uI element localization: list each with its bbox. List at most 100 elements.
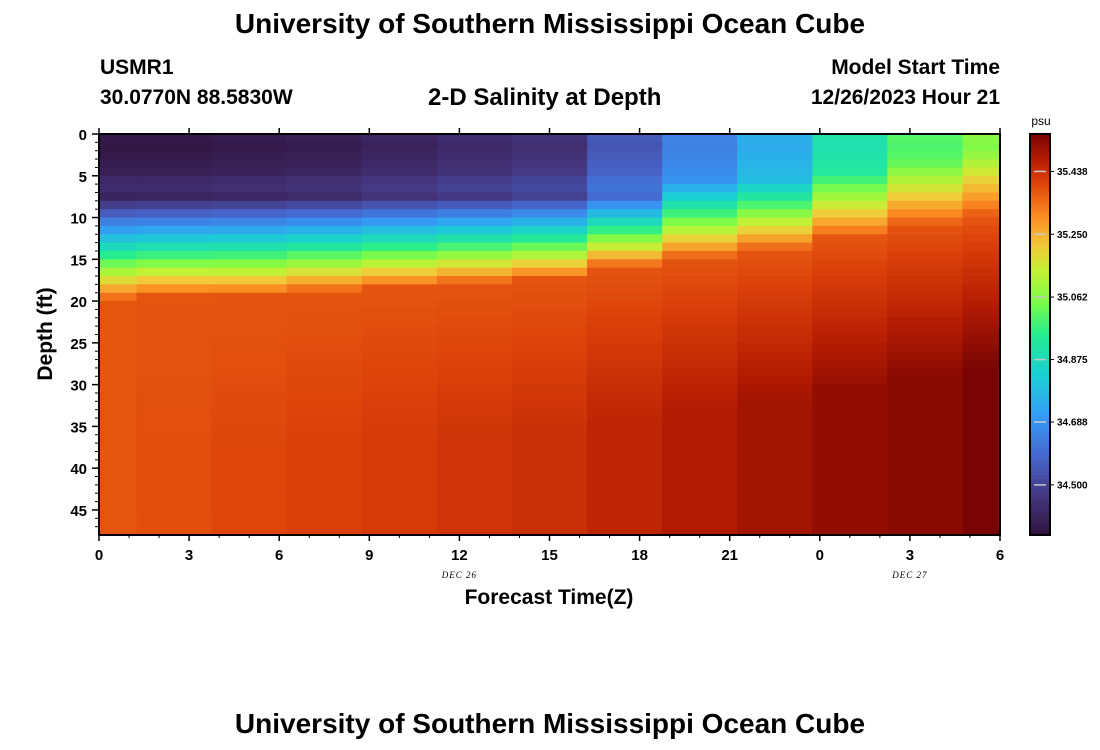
heatmap-cell	[286, 426, 363, 436]
heatmap-cell	[99, 242, 138, 252]
heatmap-cell	[962, 476, 1001, 486]
heatmap-cell	[511, 367, 588, 377]
colorbar-segment	[1030, 210, 1050, 215]
heatmap-cell	[211, 225, 288, 235]
heatmap-cell	[436, 493, 513, 503]
heatmap-cell	[361, 484, 438, 494]
heatmap-cell	[511, 501, 588, 511]
heatmap-cell	[662, 326, 738, 336]
colorbar-segment	[1030, 471, 1050, 476]
heatmap-cell	[812, 200, 888, 210]
heatmap-cell	[136, 493, 213, 503]
heatmap-cell	[737, 267, 813, 277]
heatmap-cell	[211, 200, 288, 210]
heatmap-cell	[136, 351, 213, 361]
heatmap-cell	[887, 242, 964, 252]
heatmap-cell	[962, 150, 1001, 160]
heatmap-cell	[587, 175, 663, 185]
colorbar-segment	[1030, 408, 1050, 412]
heatmap-cell	[962, 484, 1001, 494]
colorbar-segment	[1030, 187, 1050, 192]
colorbar-segment	[1030, 511, 1050, 516]
heatmap-cell	[286, 209, 363, 219]
heatmap-cell	[99, 401, 138, 411]
colorbar-segment	[1030, 478, 1050, 483]
heatmap-cell	[962, 284, 1001, 294]
heatmap-cell	[812, 443, 888, 453]
heatmap-cell	[962, 175, 1001, 185]
heatmap-cell	[436, 409, 513, 419]
heatmap-cell	[737, 351, 813, 361]
heatmap-cell	[812, 476, 888, 486]
colorbar-segment	[1030, 377, 1050, 382]
heatmap-cell	[587, 443, 663, 453]
heatmap-cell	[587, 159, 663, 169]
heatmap-cell	[887, 142, 964, 152]
colorbar-segment	[1030, 220, 1050, 225]
heatmap-cell	[211, 292, 288, 302]
heatmap-cell	[887, 167, 964, 177]
heatmap-cell	[436, 134, 513, 143]
heatmap-cell	[587, 409, 663, 419]
colorbar-segment	[1030, 264, 1050, 269]
colorbar-segment	[1030, 468, 1050, 473]
colorbar-segment	[1030, 387, 1050, 392]
colorbar-segment	[1030, 271, 1050, 275]
heatmap-cell	[737, 451, 813, 461]
heatmap-cell	[136, 309, 213, 319]
heatmap-cell	[286, 159, 363, 169]
heatmap-cell	[211, 309, 288, 319]
heatmap-cell	[211, 484, 288, 494]
heatmap-cell	[136, 267, 213, 277]
heatmap-cell	[211, 426, 288, 436]
heatmap-cell	[737, 209, 813, 219]
heatmap-cell	[99, 376, 138, 386]
heatmap-cell	[662, 192, 738, 202]
heatmap-cell	[361, 234, 438, 244]
heatmap-cell	[436, 434, 513, 444]
heatmap-cell	[99, 250, 138, 260]
heatmap-cell	[887, 376, 964, 386]
heatmap-cell	[962, 225, 1001, 235]
heatmap-cell	[211, 150, 288, 160]
heatmap-cell	[662, 367, 738, 377]
colorbar-segment	[1030, 331, 1050, 336]
heatmap-cell	[211, 384, 288, 394]
heatmap-cell	[587, 326, 663, 336]
heatmap-cell	[99, 317, 138, 327]
colorbar: 34.500 34.688 34.875 35.062 35.250 35.438	[1029, 133, 1088, 536]
heatmap-cell	[99, 175, 138, 185]
heatmap-cell	[737, 317, 813, 327]
heatmap-cell	[737, 501, 813, 511]
heatmap-cell	[962, 309, 1001, 319]
heatmap-cell	[587, 484, 663, 494]
heatmap-cell	[511, 292, 588, 302]
heatmap-cell	[286, 184, 363, 194]
plot-subtitle: 2-D Salinity at Depth	[428, 84, 662, 111]
colorbar-segment	[1030, 347, 1050, 352]
heatmap-cell	[662, 484, 738, 494]
heatmap-cell	[887, 234, 964, 244]
heatmap-cell	[737, 367, 813, 377]
heatmap-cell	[662, 476, 738, 486]
heatmap-cell	[211, 175, 288, 185]
heatmap-cell	[436, 401, 513, 411]
heatmap-cell	[662, 426, 738, 436]
colorbar-segment	[1030, 247, 1050, 252]
heatmap-cell	[962, 184, 1001, 194]
colorbar-segment	[1030, 144, 1050, 148]
heatmap-cell	[587, 434, 663, 444]
heatmap-cell	[962, 159, 1001, 169]
heatmap-cell	[962, 468, 1001, 478]
heatmap-cell	[887, 159, 964, 169]
y-tick-label: 0	[79, 127, 87, 144]
heatmap-cell	[511, 334, 588, 344]
heatmap-cell	[511, 175, 588, 185]
heatmap-cell	[737, 301, 813, 311]
footer-title: University of Southern Mississippi Ocean…	[234, 708, 866, 739]
heatmap-cell	[436, 518, 513, 528]
heatmap-cell	[136, 159, 213, 169]
heatmap-cell	[436, 526, 513, 536]
heatmap-cell	[361, 359, 438, 369]
heatmap-cell	[887, 351, 964, 361]
